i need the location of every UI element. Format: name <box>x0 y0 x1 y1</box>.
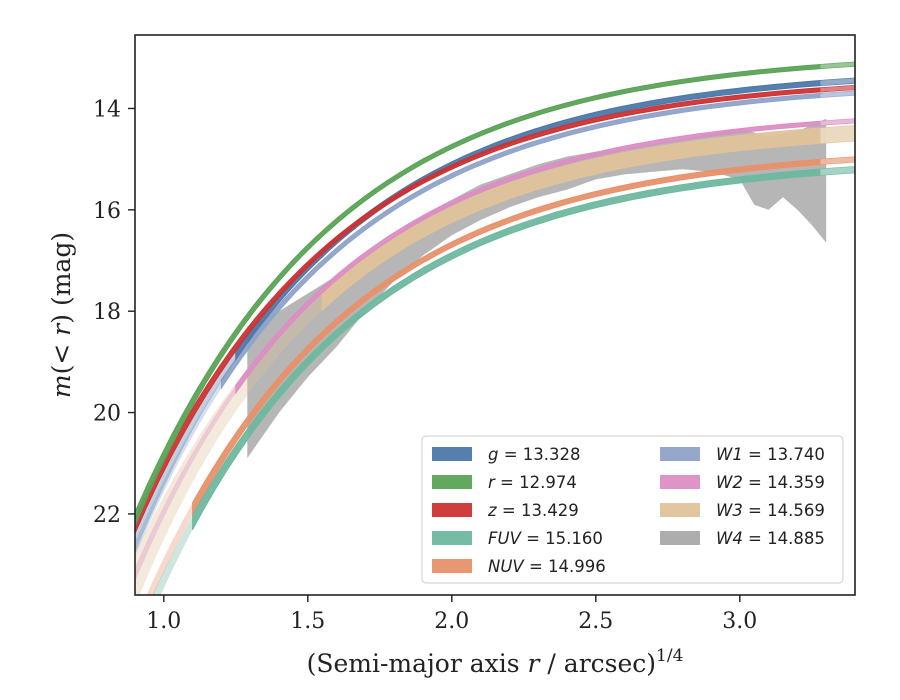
legend-swatch-w3 <box>660 503 700 517</box>
axis-ticks: 1.0 1.5 2.0 2.5 3.0 14 16 18 20 22 <box>93 97 757 634</box>
series-z-band <box>135 84 855 534</box>
legend-label-z: z = 13.429 <box>487 501 579 520</box>
series-nuv-band <box>146 156 855 595</box>
legend-label-w4: W4 = 14.885 <box>716 529 825 548</box>
legend-item-w1: W1 = 13.740 <box>660 445 825 464</box>
legend-label-w2: W2 = 14.359 <box>716 473 825 492</box>
x-tick-label-3.0: 3.0 <box>722 609 757 634</box>
legend-item-w3: W3 = 14.569 <box>660 501 825 520</box>
legend-item-w2: W2 = 14.359 <box>660 473 825 492</box>
series-w1-band <box>135 90 855 557</box>
y-tick-label-20: 20 <box>93 402 121 427</box>
x-axis-label: (Semi-major axis r / arcsec)1/4 <box>307 646 684 678</box>
x-tick-label-2.0: 2.0 <box>434 609 469 634</box>
y-tick-label-22: 22 <box>93 503 121 528</box>
legend-label-nuv: NUV = 14.996 <box>488 557 606 576</box>
legend-swatch-r <box>432 475 472 489</box>
legend-swatch-z <box>432 503 472 517</box>
legend-label-w1: W1 = 13.740 <box>716 445 825 464</box>
series-w2-band <box>135 118 855 582</box>
legend-swatch-w4 <box>660 531 700 545</box>
legend-item-z: z = 13.429 <box>432 501 579 520</box>
legend-item-r: r = 12.974 <box>432 473 577 492</box>
series-w3-band <box>135 125 855 595</box>
legend-item-w4: W4 = 14.885 <box>660 529 825 548</box>
y-tick-label-18: 18 <box>93 300 121 325</box>
legend-swatch-nuv <box>432 559 472 573</box>
y-tick-label-16: 16 <box>93 199 121 224</box>
legend: g = 13.328 r = 12.974 z = 13.429 FUV = 15.1… <box>421 435 844 584</box>
legend-swatch-g <box>432 447 472 461</box>
legend-label-w3: W3 = 14.569 <box>716 501 825 520</box>
series-r-band <box>135 61 855 527</box>
legend-swatch-fuv <box>432 531 472 545</box>
series-fuv-band <box>152 166 855 595</box>
legend-swatch-w2 <box>660 475 700 489</box>
x-tick-label-2.5: 2.5 <box>578 609 613 634</box>
series-layer <box>135 61 855 595</box>
legend-swatch-w1 <box>660 447 700 461</box>
legend-label-r: r = 12.974 <box>488 473 577 492</box>
plot-frame <box>134 34 856 596</box>
legend-label-g: g = 13.328 <box>488 445 581 464</box>
legend-box <box>421 435 844 584</box>
legend-item-g: g = 13.328 <box>432 445 581 464</box>
y-axis-label: m(< r) (mag) <box>47 232 76 398</box>
y-tick-label-14: 14 <box>93 97 121 122</box>
legend-label-fuv: FUV = 15.160 <box>488 529 603 548</box>
x-tick-label-1.5: 1.5 <box>290 609 325 634</box>
x-tick-label-1.0: 1.0 <box>146 609 181 634</box>
legend-item-fuv: FUV = 15.160 <box>432 529 603 548</box>
legend-item-nuv: NUV = 14.996 <box>432 557 606 576</box>
